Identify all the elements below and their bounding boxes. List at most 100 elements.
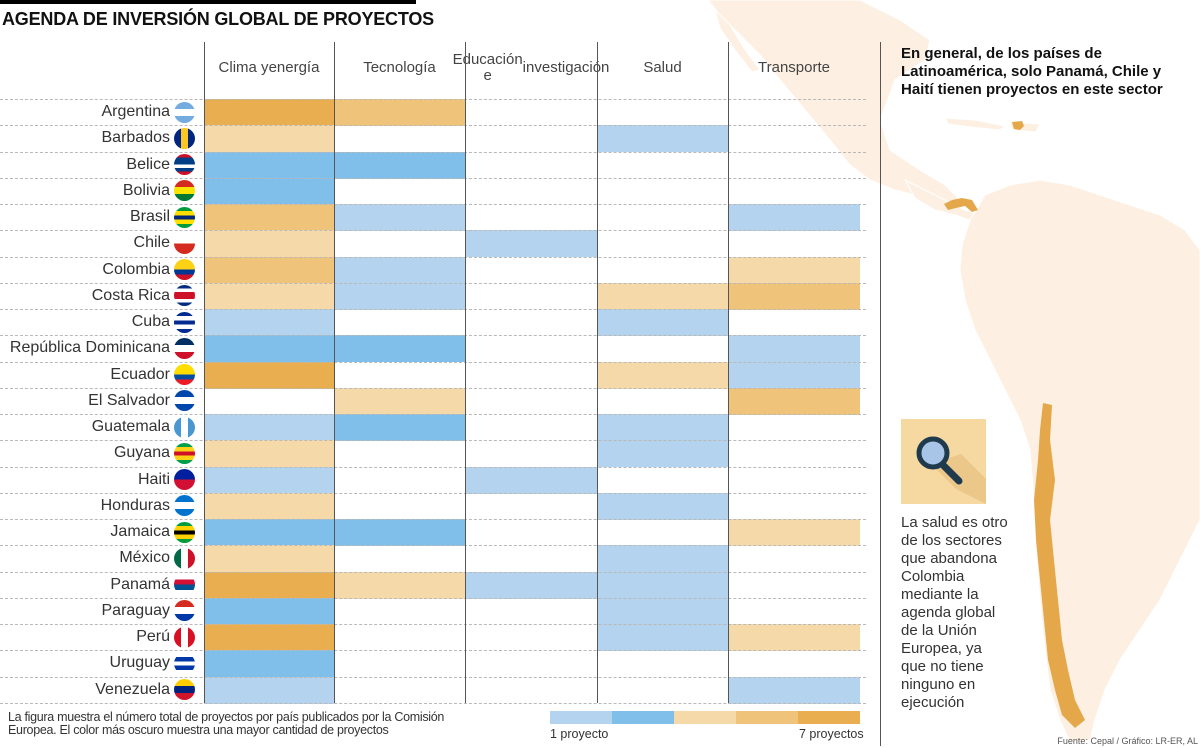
country-label: Argentina bbox=[101, 103, 171, 120]
column-header: Tecnología bbox=[363, 59, 436, 76]
heatmap-cell bbox=[597, 440, 728, 468]
legend-swatch bbox=[550, 711, 612, 724]
heatmap-cell bbox=[334, 571, 465, 599]
heatmap-cell bbox=[597, 361, 728, 389]
country-label: Brasil bbox=[129, 208, 170, 225]
heatmap-cell bbox=[204, 282, 334, 310]
country-label: Uruguay bbox=[109, 654, 170, 672]
column-header: Salud bbox=[643, 59, 682, 76]
ecuador-flag-icon bbox=[174, 364, 195, 385]
heatmap-cell bbox=[204, 571, 334, 599]
education-sector-note: En general, de los países de Latinoaméri… bbox=[901, 45, 1163, 98]
country-label: Chile bbox=[133, 234, 170, 252]
belize-flag-icon bbox=[174, 154, 195, 175]
mexico-flag-icon bbox=[174, 547, 195, 569]
country-label: República Dominicana bbox=[9, 339, 170, 357]
column-header: Clima y energía bbox=[218, 59, 320, 76]
row-gridline bbox=[0, 571, 866, 573]
heatmap-cell bbox=[728, 204, 860, 231]
country-label: Jamaica bbox=[110, 523, 170, 540]
peru-flag-icon bbox=[174, 626, 195, 648]
map-south-america bbox=[959, 179, 1200, 743]
column-divider bbox=[465, 42, 466, 703]
magnifying-glass-icon bbox=[916, 436, 986, 504]
row-gridline bbox=[0, 545, 866, 547]
heatmap-cell bbox=[204, 151, 334, 179]
colombia-flag-icon bbox=[174, 259, 195, 280]
heatmap-cell bbox=[728, 676, 860, 704]
honduras-flag-icon bbox=[174, 495, 195, 517]
row-gridline bbox=[0, 335, 866, 337]
heatmap-cell bbox=[597, 545, 728, 573]
costa-rica-flag-icon bbox=[174, 285, 195, 307]
heatmap-cell bbox=[597, 125, 728, 153]
country-label: Panamá bbox=[110, 575, 170, 593]
column-header: Educación e investigación bbox=[452, 51, 610, 84]
chile-flag-icon bbox=[174, 232, 195, 254]
heatmap-cell bbox=[204, 335, 334, 363]
row-gridline bbox=[0, 177, 866, 179]
heatmap-cell bbox=[597, 309, 728, 336]
row-gridline bbox=[0, 204, 866, 205]
footnote: La figura muestra el número total de pro… bbox=[8, 710, 445, 737]
heatmap-cell bbox=[334, 335, 465, 363]
argentina-flag-icon bbox=[174, 101, 195, 123]
source-credit: Fuente: Cepal / Gráfico: LR-ER, AL bbox=[1057, 736, 1198, 746]
country-label: Paraguay bbox=[101, 601, 171, 619]
heatmap-cell bbox=[204, 676, 334, 704]
chart-title: AGENDA DE INVERSIÓN GLOBAL DE PROYECTOS bbox=[2, 9, 434, 29]
country-label: Cuba bbox=[131, 313, 170, 330]
heatmap-cell bbox=[728, 624, 860, 651]
row-gridline bbox=[0, 387, 866, 389]
legend-min-label: 1 proyecto bbox=[550, 727, 609, 741]
row-gridline bbox=[0, 151, 866, 153]
paraguay-flag-icon bbox=[174, 600, 195, 622]
heatmap-cell bbox=[728, 282, 860, 310]
brazil-flag-icon bbox=[174, 206, 195, 228]
heatmap-cell bbox=[597, 624, 728, 651]
heatmap-cell bbox=[334, 387, 465, 415]
country-label: El Salvador bbox=[88, 391, 170, 409]
guyana-flag-icon bbox=[174, 442, 195, 464]
heatmap-cell bbox=[204, 204, 334, 231]
row-gridline bbox=[0, 492, 866, 494]
heatmap-cell bbox=[334, 204, 465, 231]
heatmap-cell bbox=[204, 624, 334, 651]
heatmap-cell bbox=[597, 571, 728, 599]
heatmap-cell bbox=[204, 309, 334, 336]
map-haiti-highlight bbox=[1012, 121, 1024, 130]
heatmap-cell bbox=[334, 282, 465, 310]
heatmap-cell bbox=[204, 597, 334, 625]
row-gridline bbox=[0, 702, 866, 704]
country-label: Haiti bbox=[137, 470, 170, 488]
uruguay-flag-icon bbox=[174, 652, 195, 674]
heatmap-cell bbox=[204, 466, 334, 494]
column-divider bbox=[597, 42, 598, 703]
row-gridline bbox=[0, 597, 866, 599]
el-salvador-flag-icon bbox=[174, 390, 195, 412]
row-gridline bbox=[0, 440, 866, 442]
heatmap-cell bbox=[204, 519, 334, 546]
heatmap-cell bbox=[728, 335, 860, 363]
country-label: Barbados bbox=[101, 129, 171, 147]
heatmap-cell bbox=[204, 414, 334, 441]
country-label: Perú bbox=[136, 628, 170, 645]
legend-swatch bbox=[736, 711, 798, 724]
heatmap-cell bbox=[465, 230, 597, 258]
legend-swatch bbox=[798, 711, 860, 724]
dominican-republic-flag-icon bbox=[174, 337, 195, 359]
haiti-flag-icon bbox=[174, 469, 195, 490]
row-gridline bbox=[0, 414, 866, 415]
row-gridline bbox=[0, 230, 866, 232]
heatmap-cell bbox=[334, 99, 465, 126]
heatmap-cell bbox=[728, 361, 860, 389]
country-label: Colombia bbox=[102, 260, 170, 278]
country-label: Ecuador bbox=[110, 365, 170, 383]
title-accent-bar bbox=[0, 0, 416, 4]
jamaica-flag-icon bbox=[174, 521, 195, 543]
country-label: Guyana bbox=[113, 444, 170, 462]
country-label: Belice bbox=[126, 155, 170, 173]
row-gridline bbox=[0, 519, 866, 520]
heatmap-cell bbox=[728, 519, 860, 546]
